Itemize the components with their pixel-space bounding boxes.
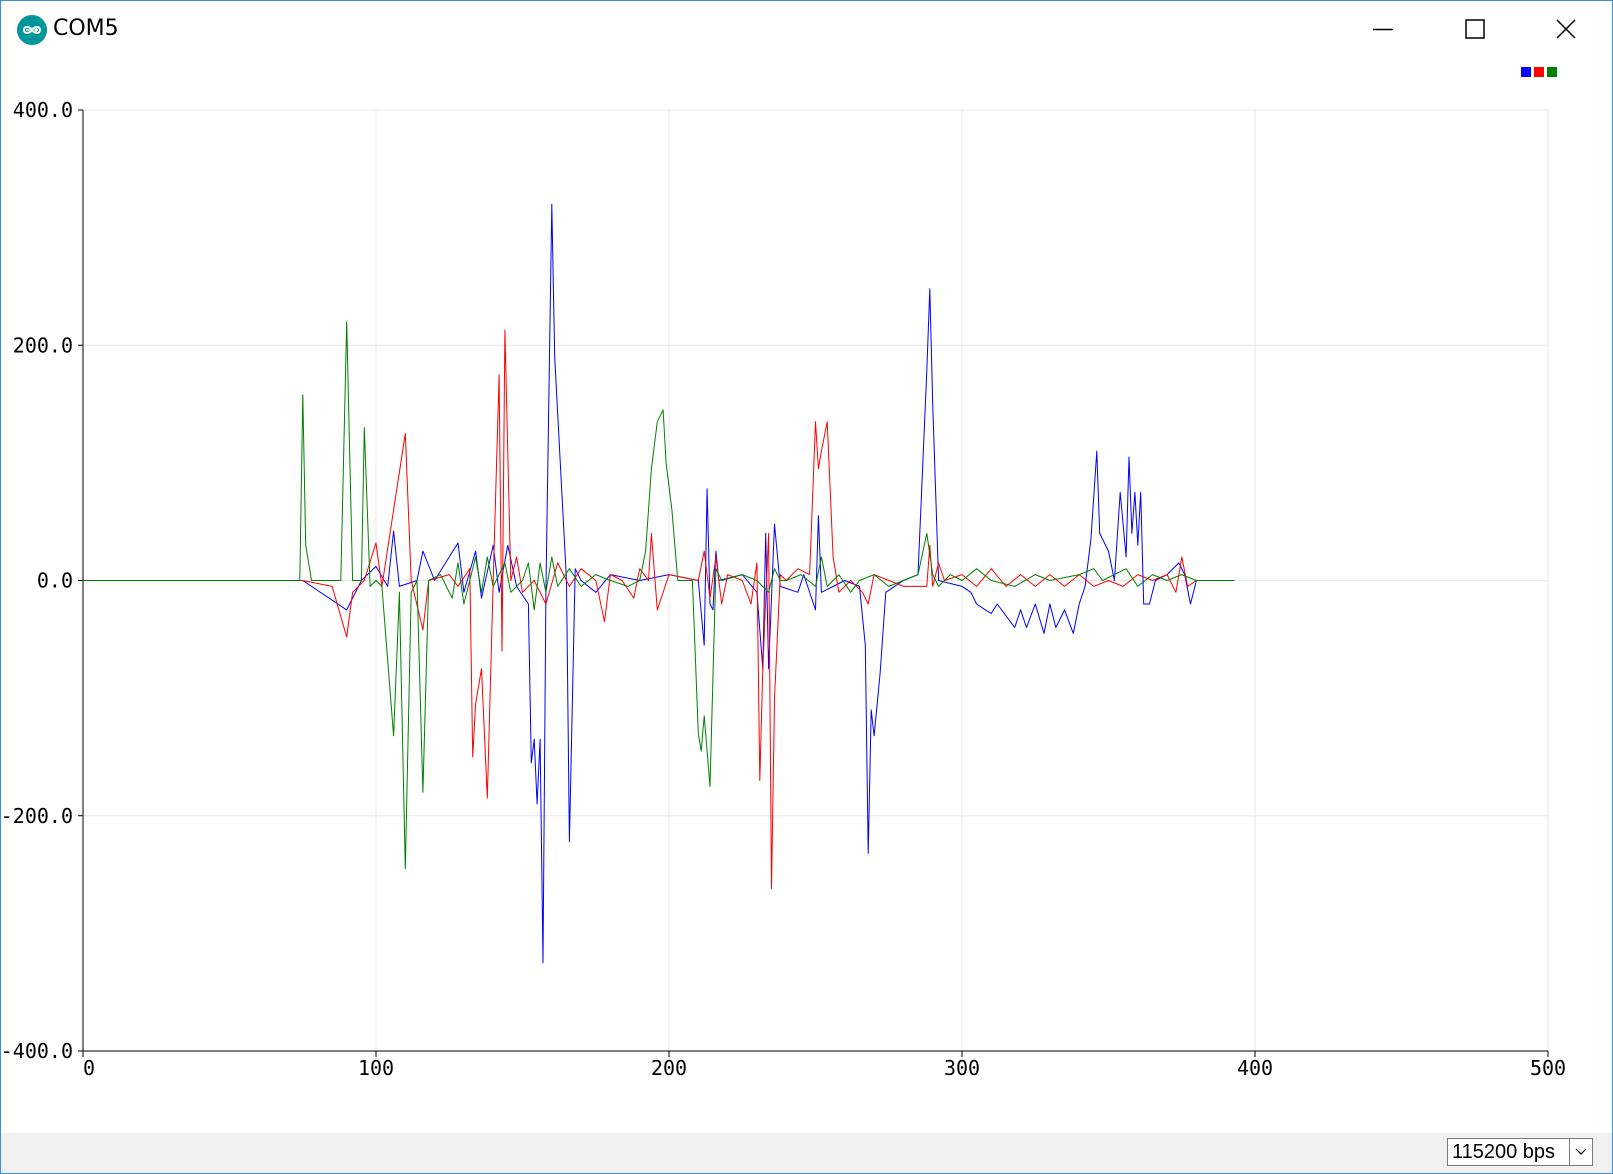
y-tick-label: -200.0 [1, 804, 73, 828]
y-axis-ticks: 400.0 200.0 0.0 -200.0 -400.0 [1, 98, 73, 1063]
y-tick-label: -400.0 [1, 1039, 73, 1063]
series-line-3 [83, 321, 1235, 870]
plot-area: 400.0 200.0 0.0 -200.0 -400.0 0 100 200 300 400 5… [1, 67, 1566, 1080]
y-tick-label: 400.0 [13, 98, 73, 122]
status-bar: 115200 bps [1, 1133, 1612, 1173]
close-button[interactable] [1521, 1, 1612, 59]
baud-dropdown-button[interactable] [1569, 1139, 1592, 1165]
window-title: COM5 [53, 16, 119, 41]
y-tick-label: 0.0 [37, 569, 73, 593]
baud-rate-select[interactable]: 115200 bps [1447, 1138, 1593, 1166]
series-line-1 [83, 203, 1235, 964]
legend [1521, 67, 1557, 77]
title-bar[interactable]: COM5 [1, 1, 1612, 59]
x-tick-label: 100 [358, 1056, 394, 1080]
legend-swatch-2 [1534, 67, 1544, 77]
axes [78, 109, 1549, 1057]
arduino-infinity-icon [17, 15, 47, 45]
x-tick-label: 200 [651, 1056, 687, 1080]
maximize-icon [1465, 19, 1485, 39]
legend-swatch-3 [1547, 67, 1557, 77]
close-icon [1556, 19, 1576, 39]
maximize-button[interactable] [1429, 1, 1521, 59]
legend-swatch-1 [1521, 67, 1531, 77]
minimize-icon [1373, 28, 1393, 31]
x-tick-label: 300 [944, 1056, 980, 1080]
x-axis-ticks: 0 100 200 300 400 500 [83, 1056, 1566, 1080]
x-tick-label: 500 [1530, 1056, 1566, 1080]
series-line-2 [83, 329, 1235, 890]
minimize-button[interactable] [1337, 1, 1429, 59]
series-lines [83, 203, 1235, 964]
chevron-down-icon [1575, 1148, 1587, 1155]
x-tick-label: 400 [1237, 1056, 1273, 1080]
y-tick-label: 200.0 [13, 333, 73, 357]
baud-rate-value: 115200 bps [1452, 1141, 1556, 1163]
x-tick-label: 0 [83, 1056, 95, 1080]
